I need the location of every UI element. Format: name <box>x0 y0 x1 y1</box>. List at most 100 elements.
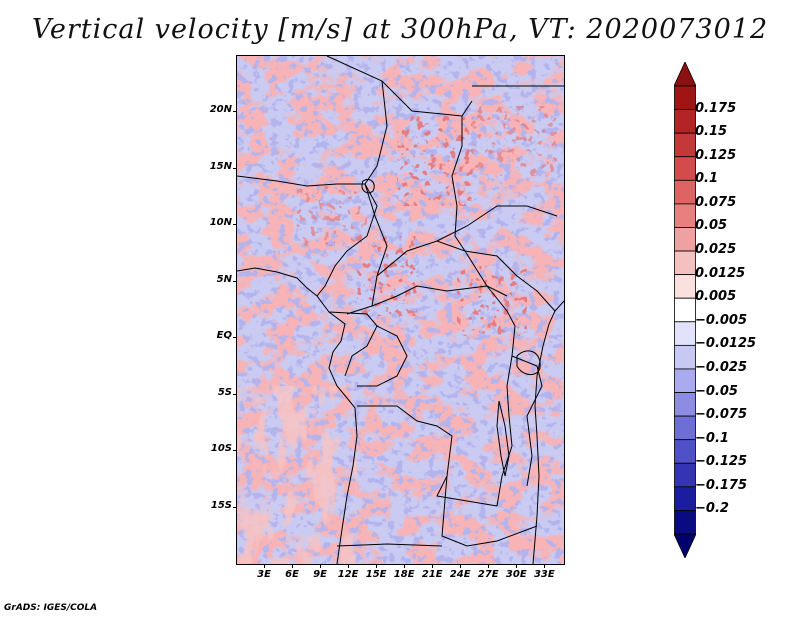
colorbar-segment <box>674 250 696 276</box>
lon-tick <box>432 564 434 568</box>
lon-tick <box>404 564 406 568</box>
colorbar-segment <box>674 344 696 370</box>
border-chad-sudan <box>451 116 466 252</box>
lat-tick <box>233 393 237 395</box>
colorbar-segment <box>674 439 696 464</box>
lon-tick <box>264 564 266 568</box>
border-cameroon-car <box>346 183 388 315</box>
colorbar-min-arrow <box>674 533 696 558</box>
lon-tick <box>348 564 350 568</box>
colorbar-segment <box>674 203 696 228</box>
lat-tick <box>233 111 237 113</box>
lon-label: 15E <box>365 569 387 580</box>
border-nigeria-cameroon <box>316 183 378 297</box>
colorbar-segment <box>674 227 696 252</box>
colorbar-label: −0.1 <box>695 430 729 446</box>
lon-label: 27E <box>477 569 499 580</box>
border-car-sudan <box>376 240 508 297</box>
colorbar-segment <box>674 368 696 393</box>
lat-tick <box>233 167 237 169</box>
border-drc-east <box>486 285 516 507</box>
border-niger-chad <box>364 80 388 185</box>
plot-title: Vertical velocity [m/s] at 300hPa, VT: 2… <box>31 14 769 45</box>
colorbar-label: −0.025 <box>695 359 748 375</box>
lat-tick <box>233 280 237 282</box>
colorbar-label: 0.075 <box>695 194 737 210</box>
colorbar-label: 0.1 <box>695 171 719 187</box>
colorbar-segment <box>674 321 696 346</box>
lat-label: 20N <box>209 104 232 116</box>
lon-label: 12E <box>337 569 359 580</box>
lake-victoria <box>516 350 541 375</box>
lat-label: EQ <box>216 330 232 342</box>
lat-label: 5S <box>217 386 232 398</box>
lon-tick <box>544 564 546 568</box>
colorbar-label: −0.005 <box>695 312 748 328</box>
colorbar-segment <box>674 486 696 511</box>
border-libya-chad <box>326 56 473 117</box>
lon-tick <box>376 564 378 568</box>
colorbar-label: −0.075 <box>695 407 748 423</box>
border-tanzania <box>511 355 543 487</box>
colorbar-segment <box>674 462 696 488</box>
colorbar-segment <box>674 156 696 181</box>
field-south-streaks <box>237 386 357 564</box>
colorbar-segment <box>674 510 696 535</box>
lon-tick <box>488 564 490 568</box>
lon-label: 21E <box>421 569 443 580</box>
border-car-drc <box>371 285 488 307</box>
lon-label: 9E <box>313 569 327 580</box>
border-gabon-congo <box>328 311 378 377</box>
lon-tick <box>292 564 294 568</box>
colorbar-label: −0.05 <box>695 383 738 399</box>
border-niger-nigeria <box>237 175 365 187</box>
lat-label: 10S <box>210 443 232 455</box>
lon-label: 18E <box>393 569 415 580</box>
lon-label: 30E <box>505 569 527 580</box>
country-borders <box>237 56 564 564</box>
colorbar-max-arrow <box>674 62 696 87</box>
colorbar-label: 0.025 <box>695 242 737 258</box>
colorbar-label: −0.125 <box>695 454 748 470</box>
lat-tick <box>233 337 237 339</box>
colorbar-label: 0.15 <box>695 124 728 140</box>
lat-label: 15S <box>210 499 232 511</box>
lon-label: 6E <box>285 569 299 580</box>
colorbar-segment <box>674 415 696 441</box>
colorbar-segment <box>674 297 696 323</box>
colorbar-label: 0.125 <box>695 147 737 163</box>
lon-label: 24E <box>449 569 471 580</box>
colorbar-label: −0.0125 <box>695 336 757 352</box>
colorbar-segment <box>674 132 696 158</box>
map-panel <box>236 55 565 565</box>
colorbar-label: −0.2 <box>695 501 729 517</box>
border-drc-angola <box>357 405 498 507</box>
lon-tick <box>516 564 518 568</box>
lon-tick <box>460 564 462 568</box>
coastline-west <box>237 267 358 564</box>
border-angola-zambia <box>441 475 538 547</box>
lake-chad <box>361 178 375 194</box>
colorbar-label: −0.175 <box>695 477 748 493</box>
lat-label: 5N <box>216 273 232 285</box>
colorbar-label: 0.05 <box>695 218 728 234</box>
colorbar-segment <box>674 85 696 110</box>
grads-credit: GrADS: IGES/COLA <box>4 603 98 613</box>
colorbar-segment <box>674 109 696 134</box>
lat-tick <box>233 224 237 226</box>
lon-label: 3E <box>257 569 271 580</box>
lat-label: 10N <box>209 217 232 229</box>
border-congo-drc <box>357 325 408 387</box>
border-angola-namibia <box>336 543 443 547</box>
colorbar <box>674 62 696 558</box>
colorbar-segment <box>674 392 696 417</box>
lat-label: 15N <box>209 160 232 172</box>
lon-tick <box>320 564 322 568</box>
colorbar-label: 0.0125 <box>695 265 746 281</box>
strong-updraft-zones <box>297 106 557 336</box>
velocity-map <box>237 56 564 564</box>
border-ssudan-ethiopia <box>464 250 556 312</box>
coastline-east <box>532 300 564 564</box>
colorbar-segment <box>674 179 696 205</box>
colorbar-segment <box>674 274 696 299</box>
